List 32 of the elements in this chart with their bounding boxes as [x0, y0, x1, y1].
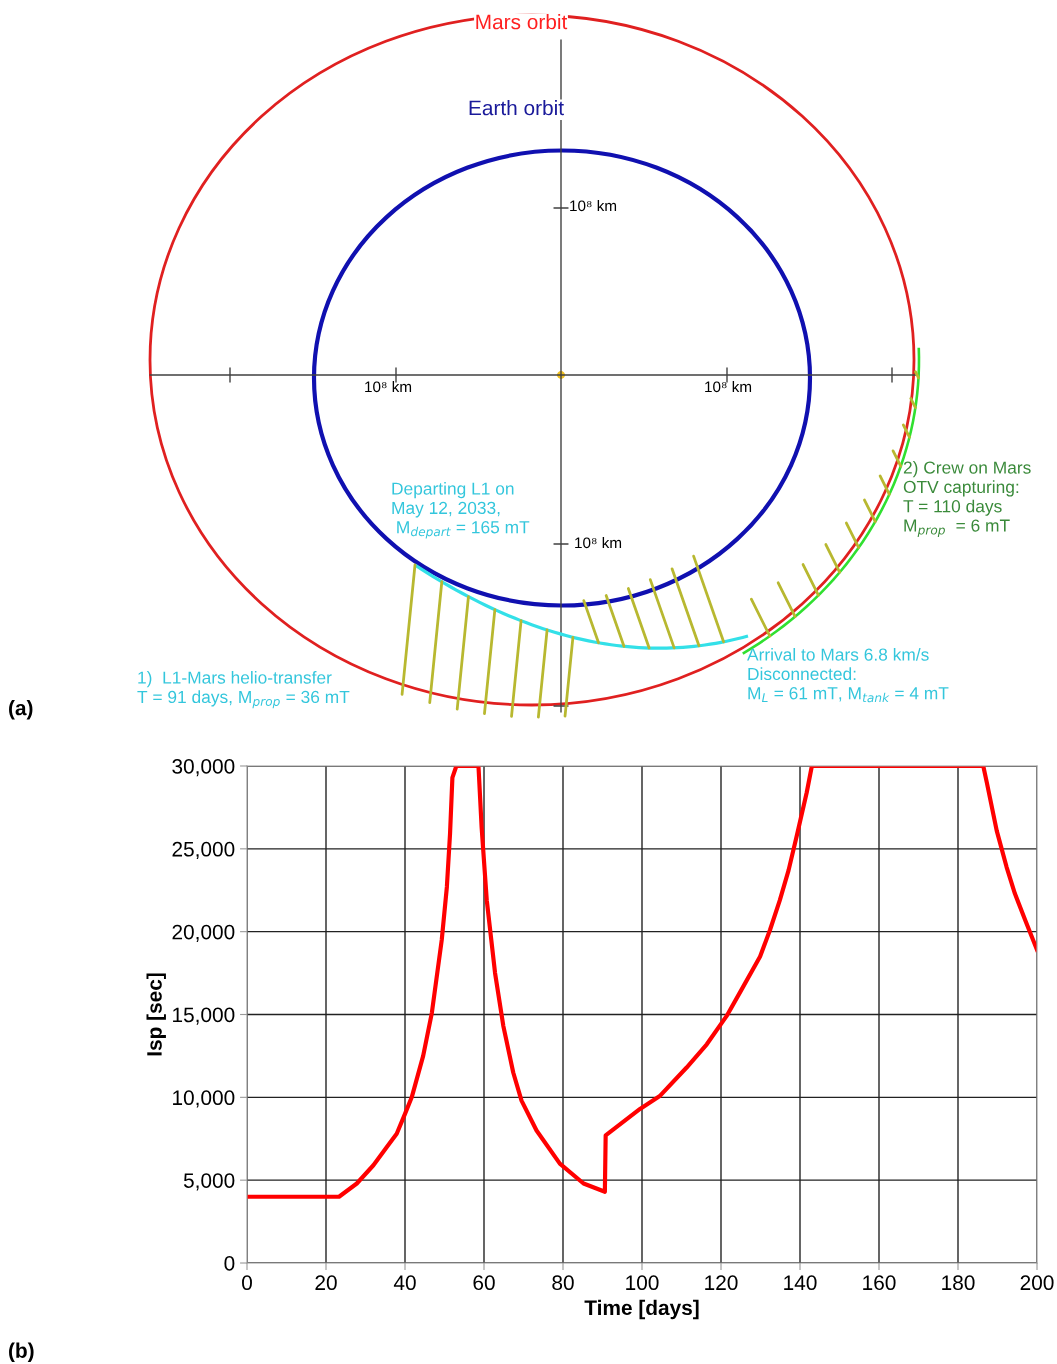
- x-tick-label: 80: [552, 1275, 574, 1291]
- x-tick-label: 120: [705, 1275, 738, 1291]
- x-tick-label: 160: [863, 1275, 896, 1291]
- text: Earth orbit: [469, 100, 564, 116]
- y-tick-label: 10,000: [173, 1090, 235, 1108]
- text: Mars orbit: [476, 14, 568, 30]
- x-tick-label: 0: [242, 1275, 252, 1291]
- text: Departing L1 on May 12, 2033, M$_{depart}$ = 165 mT: [392, 482, 530, 539]
- text: Arrival to Mars 6.8 km/s Disconnected: M$_{L}$ = 61 mT, M$_{tank}$ = 4 mT: [747, 648, 949, 703]
- y-tick-label: 25,000: [172, 841, 235, 860]
- text: 10⁸ km: [365, 381, 412, 393]
- text: (a): [9, 700, 33, 720]
- x-axis-title: Time [days]: [584, 1299, 699, 1320]
- text: 1) L1-Mars helio-transfer T = 91 days, M$_{prop}$ = 36 mT: [137, 671, 350, 709]
- y-tick-label: 15,000: [173, 1007, 235, 1025]
- x-tick-label: 180: [942, 1275, 975, 1291]
- x-tick-label: 60: [473, 1275, 495, 1291]
- y-tick-label: 5,000: [183, 1173, 235, 1191]
- x-tick-label: 20: [315, 1275, 337, 1291]
- y-tick-label: 0: [224, 1256, 235, 1271]
- y-axis-title: Isp [sec]: [146, 973, 166, 1056]
- text: 10⁸ km: [575, 537, 622, 549]
- x-tick-label: 140: [784, 1275, 817, 1291]
- x-tick-label: 40: [393, 1275, 416, 1291]
- text: 10⁸ km: [570, 200, 617, 212]
- y-tick-label: 30,000: [172, 759, 235, 777]
- x-tick-label: 200: [1020, 1275, 1054, 1291]
- text: (b): [9, 1342, 34, 1362]
- x-tick-label: 100: [626, 1275, 659, 1291]
- y-tick-label: 20,000: [172, 924, 235, 942]
- text: 2) Crew on Mars OTV capturing: T = 110 days M$_{prop}$ = 6 mT: [903, 461, 1031, 537]
- text: 10⁸ km: [705, 381, 752, 393]
